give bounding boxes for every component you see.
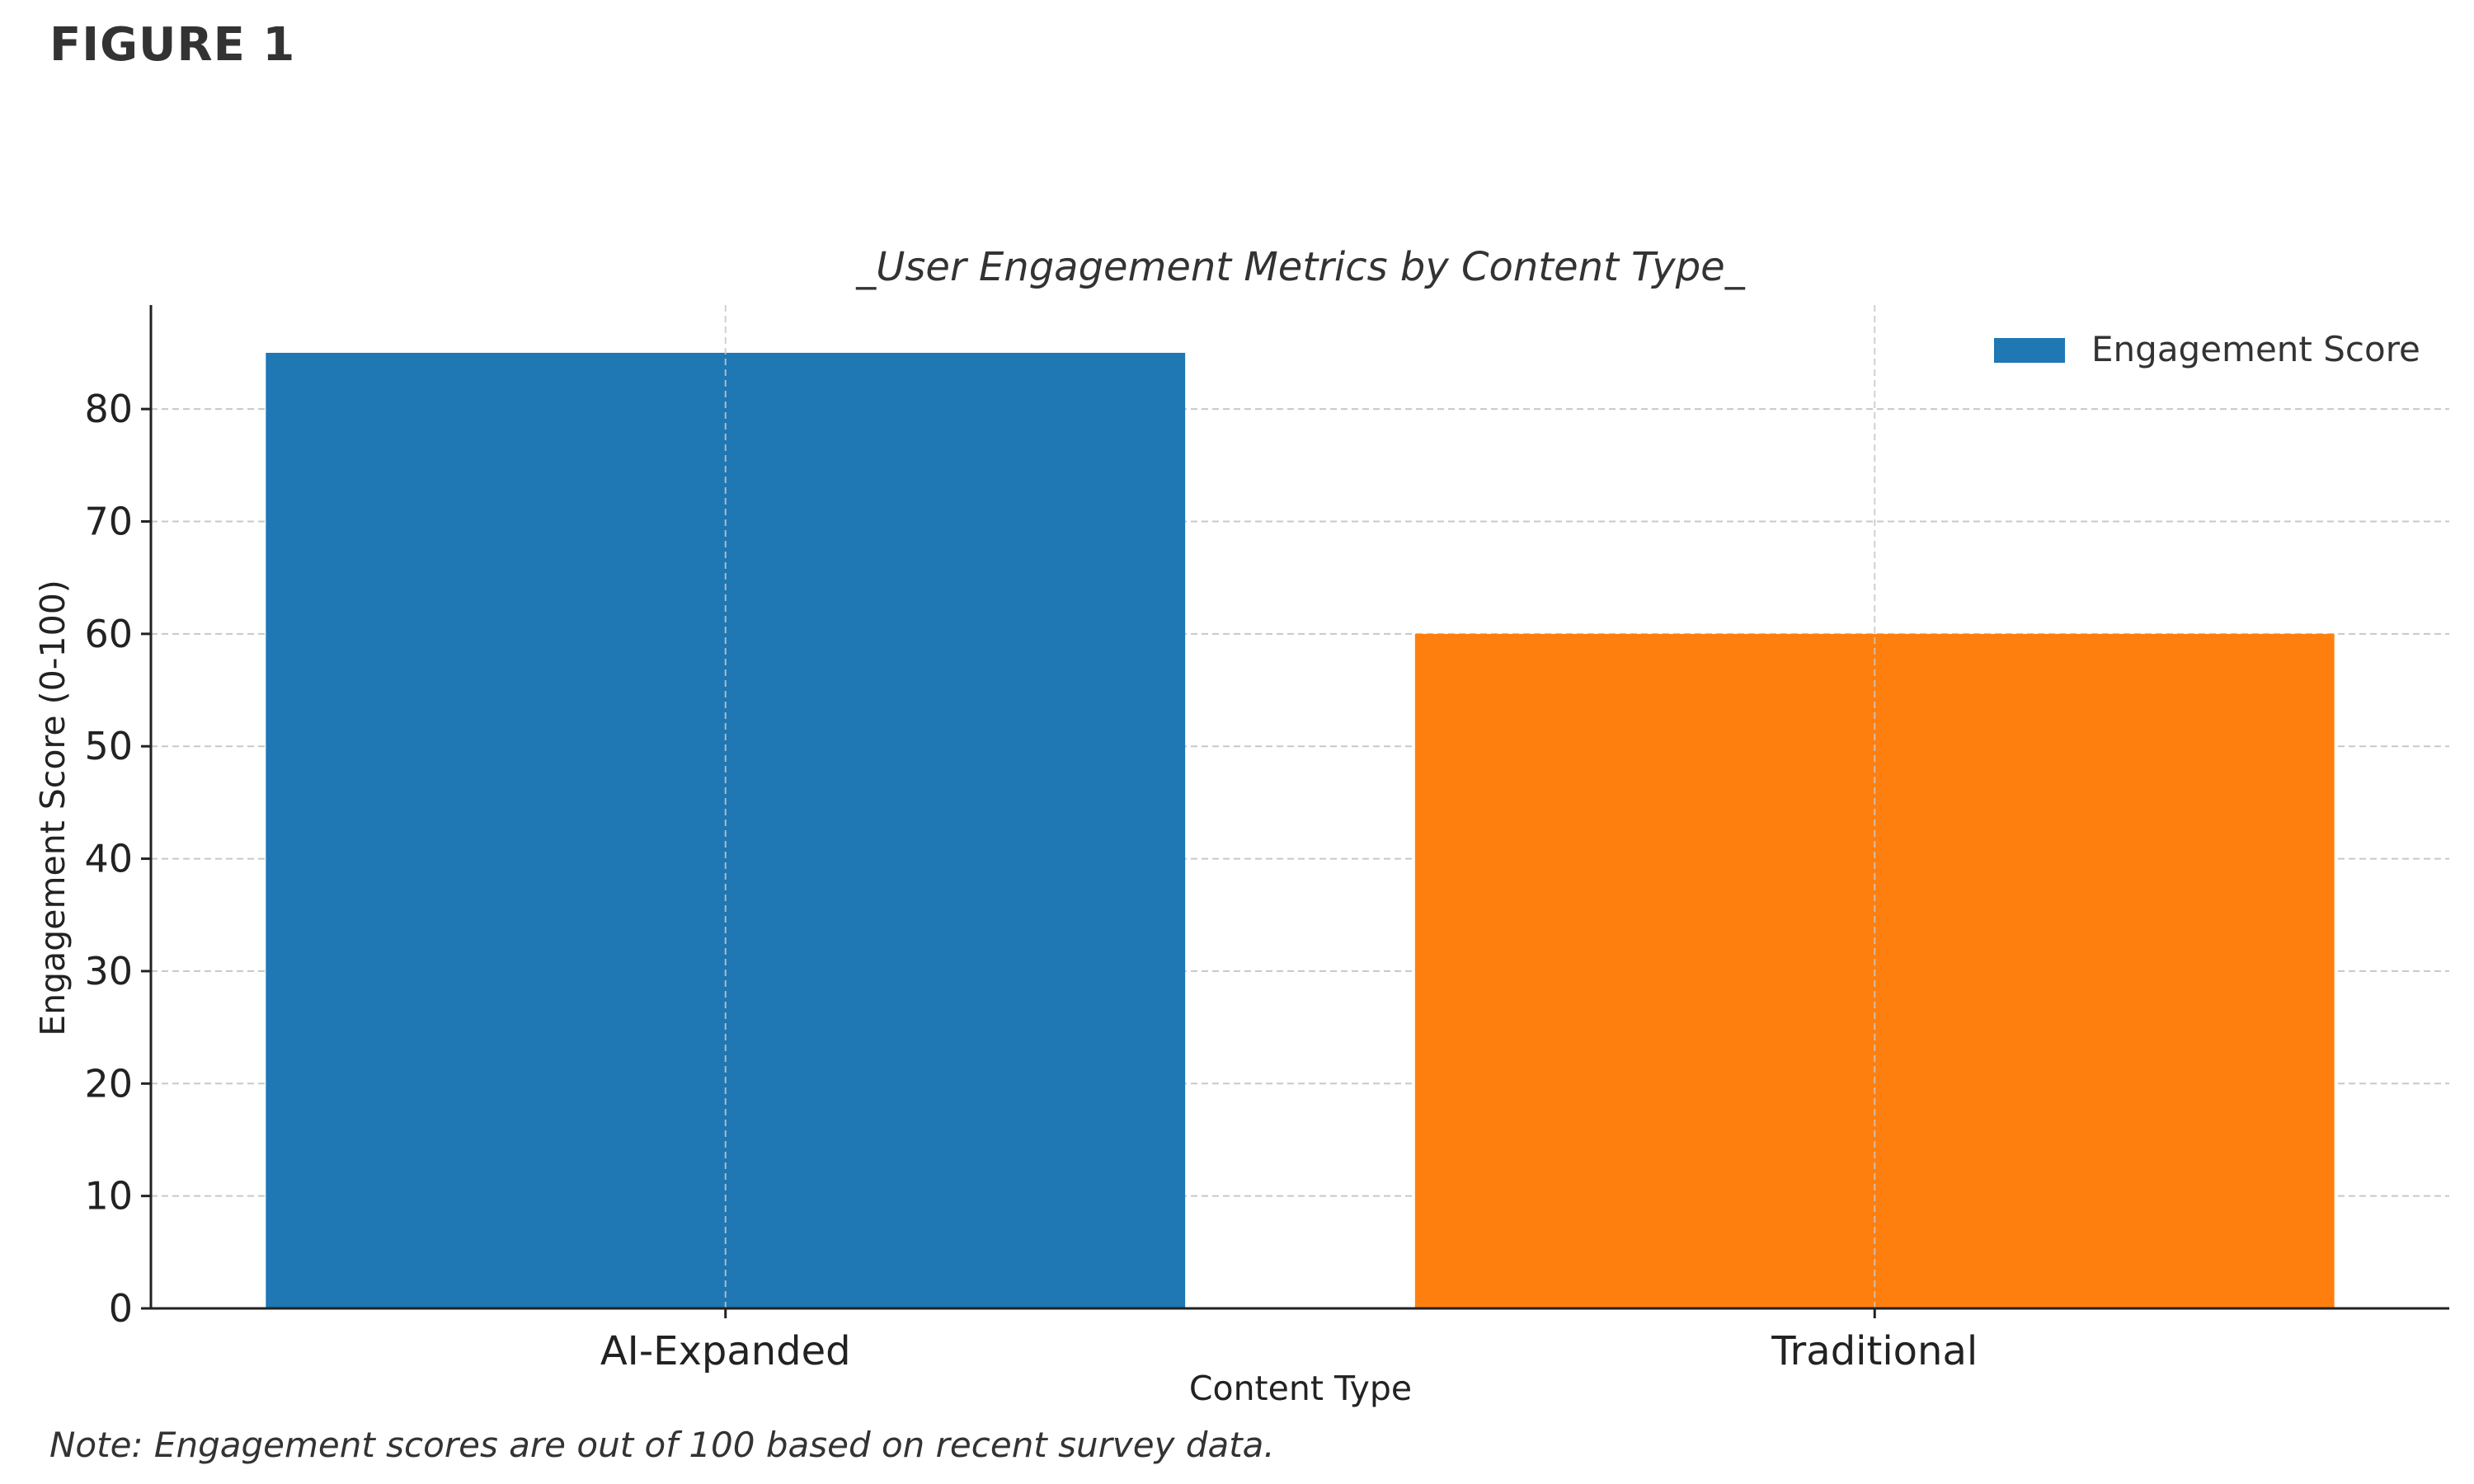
y-tick-label: 80 [84,387,133,431]
legend-swatch [1994,338,2065,363]
y-tick-label: 10 [84,1174,133,1219]
chart-title: _User Engagement Metrics by Content Type… [855,244,1745,290]
y-axis-label: Engagement Score (0-100) [33,580,73,1036]
bars [266,352,2335,1308]
grid-lines-front [724,305,1876,1308]
y-tick-label: 30 [84,949,133,993]
figure-label: FIGURE 1 [49,18,296,72]
grid-lines [151,408,2449,1197]
x-axis-label: Content Type [1189,1369,1412,1408]
legend-label: Engagement Score [2091,329,2420,369]
y-tick-label: 20 [84,1061,133,1106]
y-tick-label: 0 [109,1286,133,1331]
y-tick-label: 40 [84,837,133,881]
y-tick-label: 50 [84,724,133,768]
x-tick-label: Traditional [1771,1328,1978,1374]
figure-note: Note: Engagement scores are out of 100 b… [49,1425,1275,1465]
x-tick-label: AI-Expanded [600,1328,851,1374]
y-tick-label: 70 [84,499,133,543]
y-tick-label: 60 [84,612,133,656]
axes [141,305,2449,1318]
legend: Engagement Score [1994,329,2420,369]
tick-labels: 0 10 20 30 40 50 60 70 80 AI-Expanded Traditional [84,387,1978,1374]
